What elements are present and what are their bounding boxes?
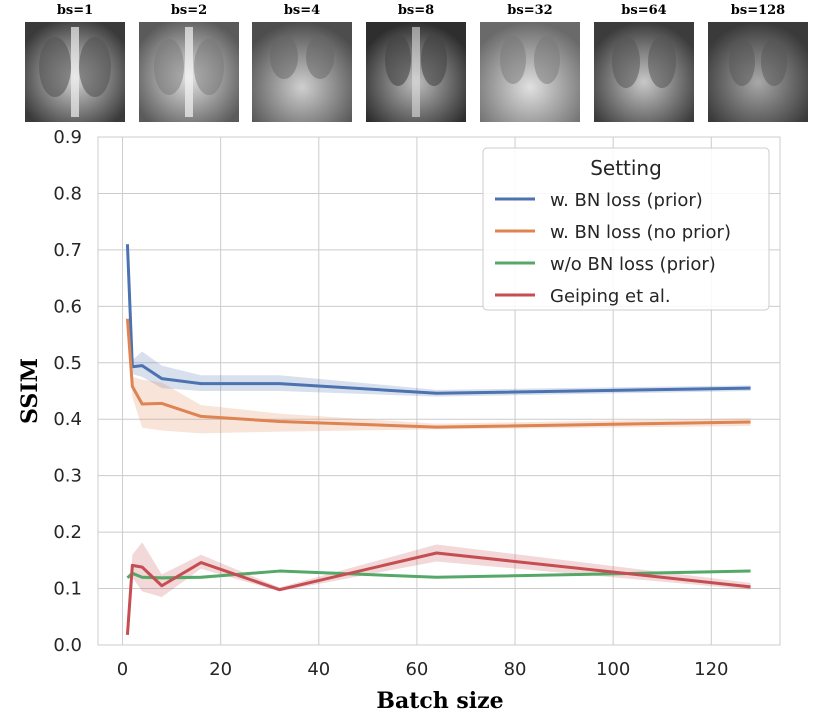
legend-box — [482, 147, 770, 311]
y-tick-label: 0.4 — [53, 409, 82, 430]
legend: Setting w. BN loss (prior) w. BN loss (no… — [482, 147, 770, 311]
legend-label-w-bn-loss-no-prior: w. BN loss (no prior) — [550, 222, 731, 243]
legend-label-geiping-et-al: Geiping et al. — [550, 286, 671, 307]
x-tick-label: 40 — [307, 659, 330, 680]
thumbnail-label: bs=32 — [507, 3, 553, 18]
plot-frame — [97, 136, 781, 646]
thumbnail-bs8: bs=8 — [366, 0, 466, 122]
x-tick-label: 0 — [117, 659, 128, 680]
x-tick-label: 60 — [405, 659, 428, 680]
thumbnail-label: bs=8 — [397, 3, 435, 18]
thumbnail-bs2: bs=2 — [139, 0, 239, 122]
x-tick-label: 100 — [596, 659, 630, 680]
thumbnail-label: bs=1 — [56, 3, 94, 18]
x-tick-label: 20 — [209, 659, 232, 680]
line-w-bn-loss-no-prior — [125, 318, 751, 429]
thumbnail-bs128: bs=128 — [708, 0, 808, 122]
thumbnail-bs32: bs=32 — [480, 0, 580, 122]
thumbnail-strip: bs=1 bs=2 bs=4 bs=8 bs=32 bs=64 bs=128 — [0, 0, 830, 125]
y-tick-label: 0.8 — [53, 183, 82, 204]
thumbnail-bs4: bs=4 — [252, 0, 352, 122]
legend-title: Setting — [590, 156, 662, 180]
legend-label-w-bn-loss-prior: w. BN loss (prior) — [550, 190, 703, 211]
y-tick-label: 0.7 — [53, 240, 82, 261]
xray-image — [708, 22, 808, 122]
thumbnail-label: bs=2 — [170, 3, 208, 18]
xray-image — [25, 22, 125, 122]
y-tick-labels: 0.0 0.1 0.2 0.3 0.4 0.5 0.6 0.7 0.8 0.9 — [53, 127, 82, 656]
x-axis-label: Batch size — [376, 688, 503, 714]
xray-image — [252, 22, 352, 122]
x-tick-labels: 0 20 40 60 80 100 120 — [117, 659, 729, 680]
y-tick-label: 0.3 — [53, 466, 82, 487]
y-axis-label: SSIM — [17, 358, 43, 424]
xray-image — [480, 22, 580, 122]
y-tick-label: 0.9 — [53, 127, 82, 148]
y-tick-label: 0.0 — [53, 635, 82, 656]
xray-image — [366, 22, 466, 122]
xray-image — [139, 22, 239, 122]
thumbnail-bs1: bs=1 — [25, 0, 125, 122]
thumbnail-bs64: bs=64 — [594, 0, 694, 122]
y-tick-label: 0.1 — [53, 579, 82, 600]
band-geiping-et-al — [127, 542, 751, 635]
x-tick-label: 120 — [694, 659, 728, 680]
thumbnail-label: bs=128 — [730, 3, 786, 18]
thumbnail-label: bs=64 — [621, 3, 667, 18]
y-tick-label: 0.5 — [53, 353, 82, 374]
y-tick-label: 0.2 — [53, 522, 82, 543]
series-lines — [125, 244, 751, 635]
xray-image — [594, 22, 694, 122]
line-w-bn-loss-prior — [125, 244, 751, 395]
legend-label-w-o-bn-loss-prior: w/o BN loss (prior) — [550, 254, 716, 275]
x-tick-label: 80 — [504, 659, 527, 680]
line-w-o-bn-loss-prior — [126, 569, 751, 580]
line-geiping-et-al — [125, 551, 751, 635]
thumbnail-label: bs=4 — [283, 3, 321, 18]
y-tick-label: 0.6 — [53, 296, 82, 317]
